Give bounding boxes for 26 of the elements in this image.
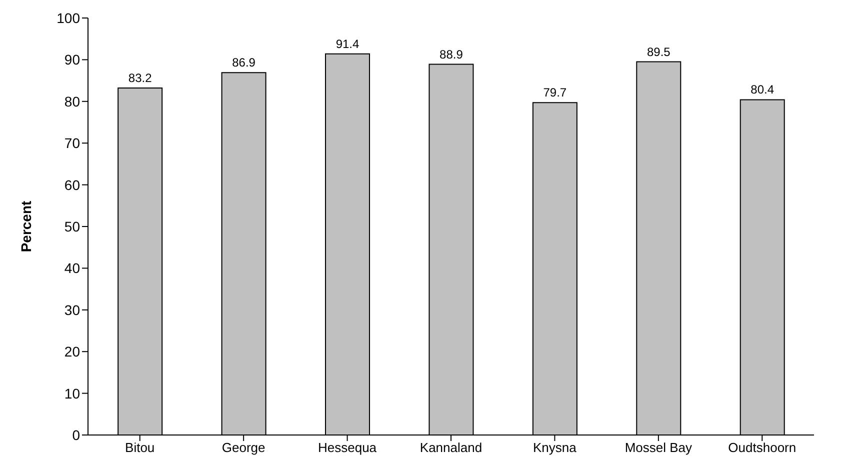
y-tick-label: 100 [56, 10, 80, 26]
y-tick-label: 80 [64, 93, 80, 110]
x-tick-label: Mossel Bay [624, 440, 693, 456]
y-axis-title: Percent [18, 200, 34, 252]
y-tick-label: 0 [72, 426, 80, 443]
y-tick-label: 70 [64, 135, 80, 152]
y-tick-label: 20 [64, 344, 80, 360]
x-tick-label: George [222, 440, 266, 456]
data-label: 79.7 [543, 86, 567, 100]
x-tick-label: Knysna [533, 440, 578, 456]
data-label: 91.4 [336, 36, 360, 51]
data-label: 88.9 [440, 47, 464, 62]
x-tick-label: Hessequa [318, 440, 378, 456]
y-tick-label: 90 [64, 52, 80, 68]
y-tick-label: 50 [64, 218, 80, 234]
y-tick-label: 60 [64, 176, 80, 193]
x-tick-label: Oudtshoorn [728, 440, 796, 456]
data-label: 80.4 [750, 82, 774, 97]
y-tick-label: 30 [64, 302, 80, 318]
x-tick-label: Kannaland [420, 440, 482, 456]
data-label: 89.5 [646, 44, 671, 59]
data-label: 83.2 [128, 71, 152, 86]
x-tick-label: Bitou [125, 440, 155, 456]
data-label: 86.9 [232, 56, 256, 70]
y-tick-label: 10 [64, 385, 80, 402]
y-tick-label: 40 [64, 260, 80, 276]
